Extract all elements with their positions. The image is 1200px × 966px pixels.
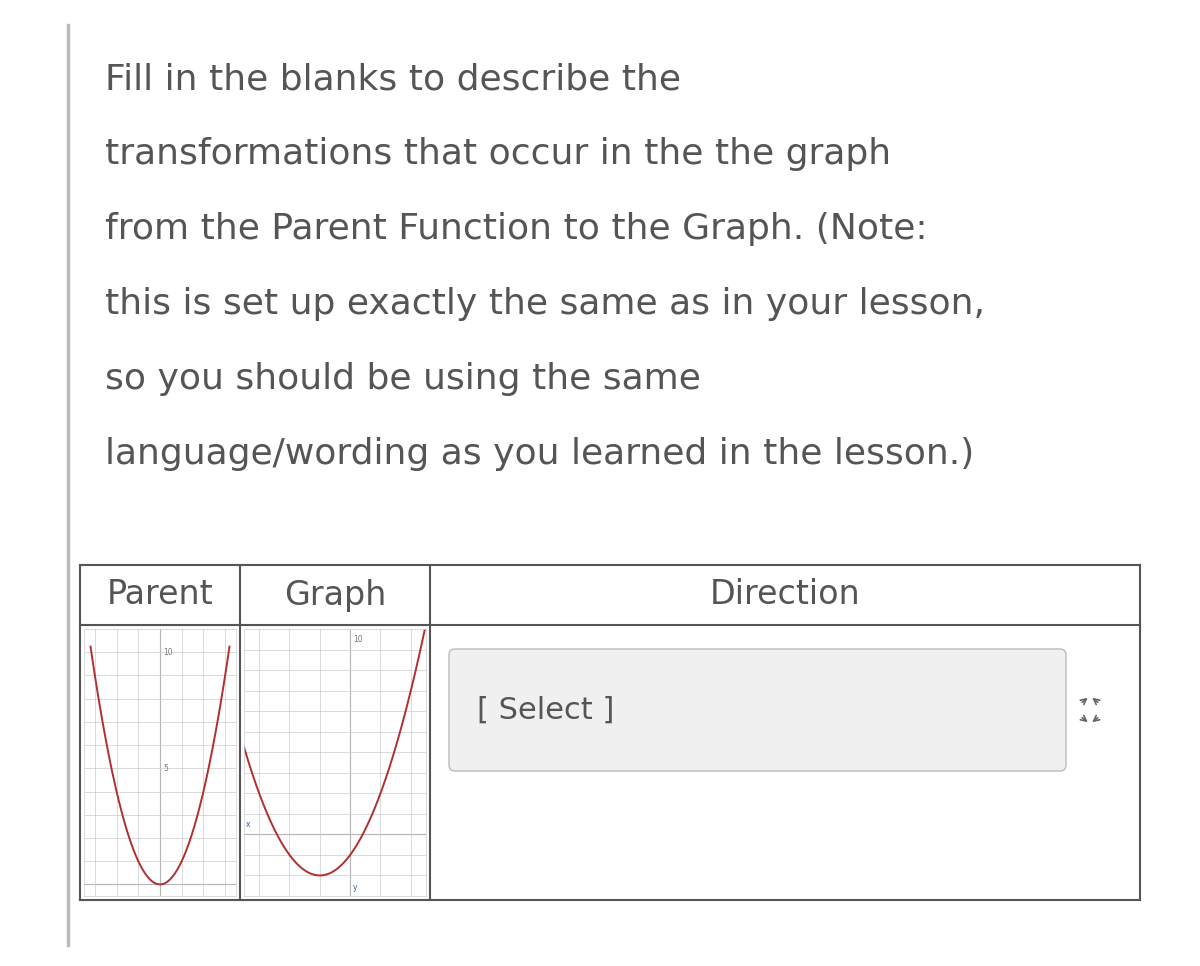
Text: [ Select ]: [ Select ] xyxy=(478,696,614,724)
Text: Fill in the blanks to describe the: Fill in the blanks to describe the xyxy=(106,62,682,96)
Text: 10: 10 xyxy=(163,648,173,657)
Text: this is set up exactly the same as in your lesson,: this is set up exactly the same as in yo… xyxy=(106,287,985,321)
Text: from the Parent Function to the Graph. (Note:: from the Parent Function to the Graph. (… xyxy=(106,212,928,246)
Text: Graph: Graph xyxy=(284,579,386,611)
Text: so you should be using the same: so you should be using the same xyxy=(106,362,701,396)
Text: y: y xyxy=(353,883,358,892)
Text: 5: 5 xyxy=(163,764,168,773)
Text: x: x xyxy=(246,820,250,829)
Text: language/wording as you learned in the lesson.): language/wording as you learned in the l… xyxy=(106,437,974,471)
FancyBboxPatch shape xyxy=(449,649,1066,771)
Text: transformations that occur in the the graph: transformations that occur in the the gr… xyxy=(106,137,892,171)
Text: Direction: Direction xyxy=(709,579,860,611)
Text: 10: 10 xyxy=(353,635,362,643)
Text: Parent: Parent xyxy=(107,579,214,611)
